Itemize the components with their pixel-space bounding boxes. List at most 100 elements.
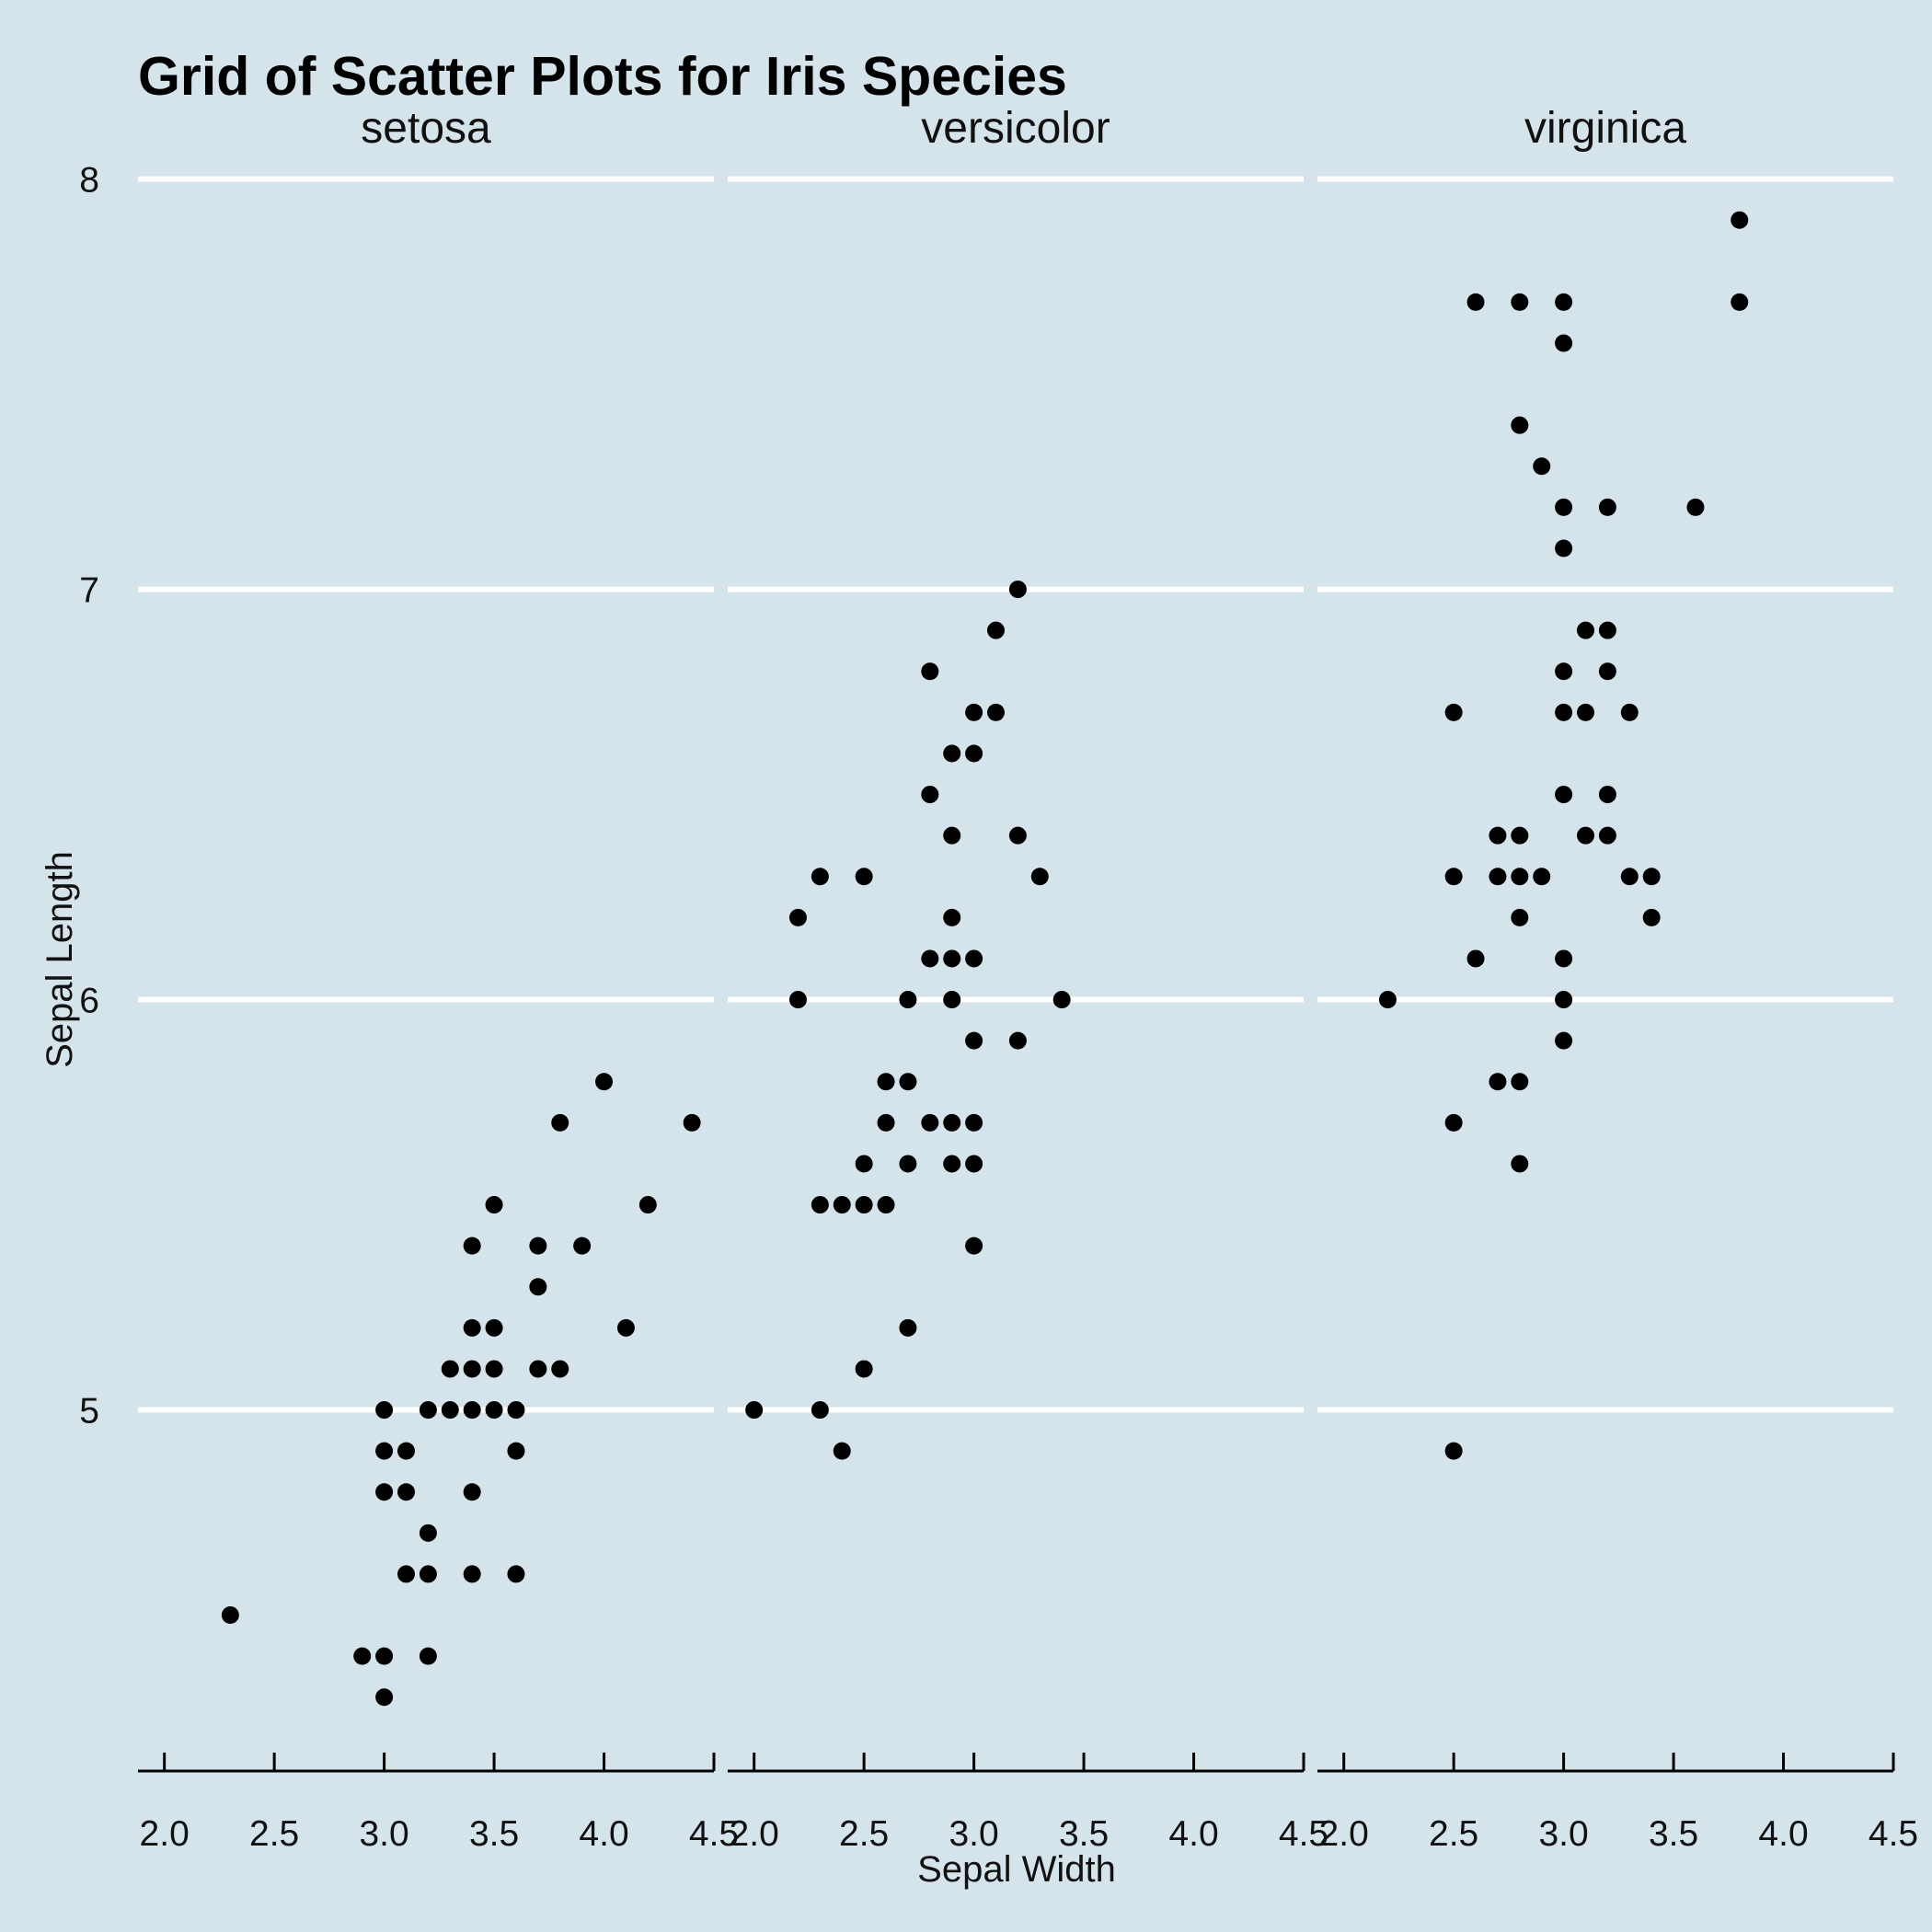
x-tick-label: 3.0 [1538, 1814, 1588, 1854]
data-point [441, 1401, 459, 1420]
data-point [1378, 991, 1397, 1009]
data-point [419, 1401, 437, 1420]
data-point [1576, 621, 1594, 639]
data-point [1598, 826, 1616, 845]
data-point [375, 1483, 394, 1501]
data-point [899, 991, 917, 1009]
data-point [397, 1565, 415, 1583]
data-point [943, 1113, 961, 1132]
data-point [1511, 908, 1529, 926]
data-point [1598, 621, 1616, 639]
data-point [943, 949, 961, 968]
data-point [485, 1360, 503, 1378]
x-tick-label: 4.5 [689, 1814, 739, 1854]
data-point [1008, 581, 1027, 599]
data-point [375, 1688, 394, 1707]
data-point [595, 1073, 614, 1091]
data-point [1555, 786, 1573, 804]
data-point [1511, 1073, 1529, 1091]
x-tick-label: 2.0 [140, 1814, 190, 1854]
data-point [943, 908, 961, 926]
data-point [638, 1196, 657, 1214]
data-point [1444, 1113, 1463, 1132]
axis-layer: 2.0 2.5 3.0 3.5 4.0 4.52.0 2.5 3.0 3.5 4.0 4.52.0 2… [138, 1753, 1918, 1854]
data-point [1511, 416, 1529, 434]
data-point [811, 1196, 829, 1214]
data-point [1008, 826, 1027, 845]
data-point [507, 1442, 525, 1460]
data-point [1555, 1031, 1573, 1050]
x-tick-label: 3.0 [949, 1814, 998, 1854]
data-point [463, 1401, 481, 1420]
data-point [1511, 868, 1529, 886]
data-point [1576, 826, 1594, 845]
data-point [1030, 868, 1049, 886]
data-point [1555, 703, 1573, 721]
data-point [986, 703, 1005, 721]
data-point [965, 703, 983, 721]
data-point [877, 1073, 895, 1091]
x-tick-label: 3.5 [469, 1814, 519, 1854]
data-point [899, 1073, 917, 1091]
data-point [1555, 334, 1573, 352]
data-point [221, 1606, 239, 1625]
x-axis-title: Sepal Width [917, 1849, 1116, 1890]
data-point [921, 662, 939, 681]
data-point [1555, 991, 1573, 1009]
data-point [1598, 662, 1616, 681]
data-point [397, 1442, 415, 1460]
data-point [921, 786, 939, 804]
data-point [1731, 211, 1749, 229]
data-point [965, 949, 983, 968]
data-point [507, 1401, 525, 1420]
data-point [1576, 703, 1594, 721]
data-point [921, 1113, 939, 1132]
y-tick-label: 8 [79, 161, 99, 201]
data-point [1511, 826, 1529, 845]
data-point [1489, 868, 1507, 886]
data-point [1555, 949, 1573, 968]
data-point [1444, 703, 1463, 721]
data-point [855, 1196, 873, 1214]
data-point [1466, 949, 1485, 968]
data-point [855, 868, 873, 886]
data-point [788, 908, 807, 926]
data-point [965, 1236, 983, 1255]
data-point [485, 1196, 503, 1214]
data-point [529, 1236, 547, 1255]
facet-strip-labels: setosa versicolor virginica [361, 104, 1686, 153]
data-point [1511, 293, 1529, 311]
x-tick-label: 4.0 [1758, 1814, 1808, 1854]
data-point [397, 1483, 415, 1501]
data-point [986, 621, 1005, 639]
data-point [463, 1483, 481, 1501]
chart-title: Grid of Scatter Plots for Iris Species [138, 46, 1067, 107]
data-point [811, 868, 829, 886]
data-point [419, 1565, 437, 1583]
facet-label-virginica: virginica [1524, 104, 1686, 153]
data-point [683, 1113, 701, 1132]
data-point [1731, 293, 1749, 311]
data-point [1620, 703, 1639, 721]
data-point [463, 1360, 481, 1378]
x-tick-label: 2.0 [1319, 1814, 1369, 1854]
data-point [616, 1318, 635, 1337]
x-tick-label: 4.0 [579, 1814, 628, 1854]
data-point [529, 1278, 547, 1296]
data-point [507, 1565, 525, 1583]
data-point [419, 1647, 437, 1665]
data-point [1555, 662, 1573, 681]
x-tick-label: 2.5 [249, 1814, 299, 1854]
data-point [1642, 908, 1661, 926]
data-point [833, 1442, 851, 1460]
data-point [353, 1647, 372, 1665]
data-point [375, 1401, 394, 1420]
data-point [551, 1360, 569, 1378]
x-tick-label: 4.5 [1279, 1814, 1328, 1854]
data-point [463, 1236, 481, 1255]
x-tick-label: 4.0 [1168, 1814, 1218, 1854]
x-tick-label: 3.5 [1649, 1814, 1698, 1854]
data-point [463, 1318, 481, 1337]
data-point [485, 1318, 503, 1337]
